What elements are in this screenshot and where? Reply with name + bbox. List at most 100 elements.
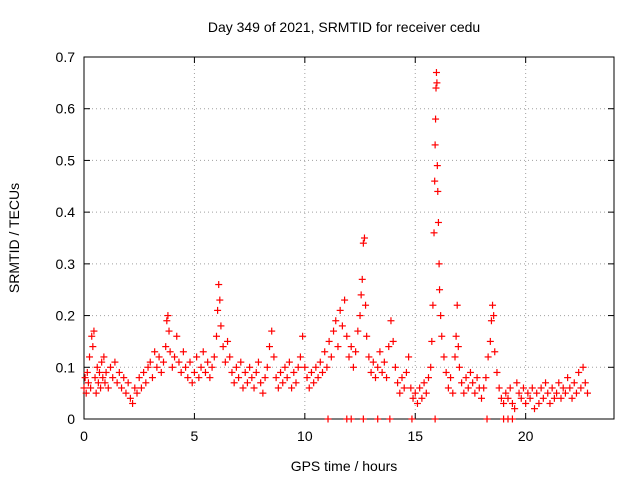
- data-point: [376, 348, 383, 355]
- data-point: [465, 384, 472, 391]
- data-point: [293, 379, 300, 386]
- data-point: [244, 379, 251, 386]
- data-point: [288, 384, 295, 391]
- data-point: [235, 374, 242, 381]
- data-point: [379, 369, 386, 376]
- data-point: [246, 364, 253, 371]
- data-point: [138, 384, 145, 391]
- data-point: [549, 384, 556, 391]
- data-point: [529, 384, 536, 391]
- data-point: [341, 297, 348, 304]
- data-point: [584, 390, 591, 397]
- data-point: [458, 379, 465, 386]
- data-point: [544, 390, 551, 397]
- data-point: [213, 333, 220, 340]
- data-point: [460, 390, 467, 397]
- data-point: [394, 379, 401, 386]
- data-point: [435, 219, 442, 226]
- data-point: [531, 405, 538, 412]
- data-point: [440, 353, 447, 360]
- data-point: [453, 333, 460, 340]
- data-point: [383, 374, 390, 381]
- data-point: [418, 395, 425, 402]
- data-point: [399, 374, 406, 381]
- data-point: [237, 359, 244, 366]
- data-point: [392, 364, 399, 371]
- data-point: [163, 317, 170, 324]
- data-point: [301, 364, 308, 371]
- data-point: [365, 353, 372, 360]
- data-point: [321, 348, 328, 355]
- y-tick-label: 0.1: [56, 359, 76, 375]
- data-point: [306, 384, 313, 391]
- data-point: [401, 384, 408, 391]
- data-point: [363, 333, 370, 340]
- data-point: [217, 322, 224, 329]
- data-point: [480, 384, 487, 391]
- data-point: [421, 379, 428, 386]
- data-point: [431, 178, 438, 185]
- data-point: [312, 364, 319, 371]
- data-point: [242, 369, 249, 376]
- data-point: [136, 374, 143, 381]
- data-point: [546, 400, 553, 407]
- y-tick-label: 0.2: [56, 308, 76, 324]
- data-point: [507, 384, 514, 391]
- data-point: [571, 379, 578, 386]
- data-point: [184, 374, 191, 381]
- data-point: [374, 416, 381, 423]
- x-tick-label: 10: [297, 428, 313, 444]
- data-point: [226, 353, 233, 360]
- data-point: [513, 379, 520, 386]
- data-point: [214, 307, 221, 314]
- data-point: [273, 374, 280, 381]
- data-point: [195, 374, 202, 381]
- data-point: [215, 281, 222, 288]
- y-tick-label: 0: [67, 411, 75, 427]
- data-point: [171, 353, 178, 360]
- data-point: [167, 348, 174, 355]
- data-point: [93, 390, 100, 397]
- data-point: [535, 400, 542, 407]
- data-point: [427, 364, 434, 371]
- data-point: [140, 369, 147, 376]
- y-tick-label: 0.5: [56, 152, 76, 168]
- data-point: [275, 384, 282, 391]
- data-point: [348, 343, 355, 350]
- data-point: [86, 353, 93, 360]
- data-point: [540, 395, 547, 402]
- data-point: [354, 328, 361, 335]
- data-point: [317, 359, 324, 366]
- data-point: [156, 353, 163, 360]
- data-point: [350, 364, 357, 371]
- data-point: [580, 364, 587, 371]
- data-point: [264, 364, 271, 371]
- data-point: [434, 162, 441, 169]
- data-point: [220, 343, 227, 350]
- data-point: [463, 374, 470, 381]
- data-point: [151, 348, 158, 355]
- x-tick-label: 0: [80, 428, 88, 444]
- data-point: [158, 369, 165, 376]
- data-point: [257, 379, 264, 386]
- data-point: [202, 369, 209, 376]
- data-point: [206, 374, 213, 381]
- data-point: [381, 359, 388, 366]
- data-point: [105, 384, 112, 391]
- data-point: [284, 374, 291, 381]
- data-point: [270, 353, 277, 360]
- data-point: [290, 369, 297, 376]
- data-point: [111, 359, 118, 366]
- data-point: [343, 333, 350, 340]
- data-point: [120, 374, 127, 381]
- data-point: [281, 364, 288, 371]
- data-point: [471, 390, 478, 397]
- data-point: [566, 384, 573, 391]
- data-point: [160, 359, 167, 366]
- x-tick-label: 20: [518, 428, 534, 444]
- data-point: [193, 353, 200, 360]
- data-point: [436, 286, 443, 293]
- x-tick-label: 5: [191, 428, 199, 444]
- data-point: [357, 312, 364, 319]
- data-point: [429, 302, 436, 309]
